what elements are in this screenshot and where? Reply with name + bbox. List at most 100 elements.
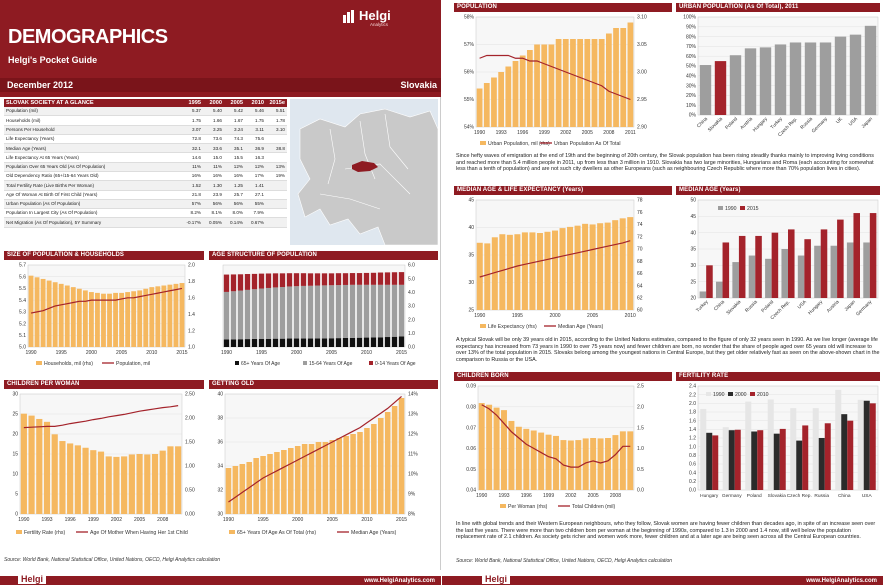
logo-bars-icon <box>343 10 354 23</box>
footer-right: Helgi www.HelgiAnalytics.com <box>442 570 883 585</box>
stack-2-2003 <box>314 273 321 286</box>
footer-logo: Helgi <box>482 574 511 584</box>
glance-value: 72.8 <box>192 136 201 142</box>
stack-0-2011 <box>370 337 377 347</box>
glance-value: 0.67% <box>250 219 264 225</box>
x-tick: 2002 <box>565 493 576 499</box>
chart-urban: 0% 10% 20% 30% 40% 50% 60% 70% 80% 90% 100% ChinaSl… <box>683 15 879 138</box>
y-axis-tick: 0.6 <box>689 462 696 468</box>
x-tick: Hungary <box>700 493 719 499</box>
x-tick: 1996 <box>521 493 532 499</box>
section-fertility: FERTILITY RATE <box>676 372 880 381</box>
y-axis-tick: 32 <box>217 488 223 494</box>
x-tick: China <box>696 116 709 129</box>
y2-axis-tick: 70 <box>637 247 643 253</box>
bar-Germany-1990 <box>722 427 729 490</box>
x-tick: 2005 <box>326 350 337 356</box>
bar-1993 <box>498 72 505 127</box>
bar-Russia <box>804 42 817 116</box>
bar-Turkey-2015 <box>706 265 713 298</box>
chart-older: 30 32 34 36 38 40 8% 9% 10% 11% 12% 13% 14% 1990 1995 2… <box>217 392 419 536</box>
section-older: GETTING OLD <box>209 380 438 389</box>
bar-2003 <box>107 293 112 347</box>
bar-1992 <box>40 278 46 347</box>
bar-2003 <box>315 442 322 514</box>
bar-1990 <box>20 413 27 514</box>
glance-label: Total Fertility Rate (Live Births Per Wo… <box>6 182 94 188</box>
bar-1995 <box>515 426 522 490</box>
bar-Germany-2010 <box>734 429 741 490</box>
legend-label: 0-14 Years Of Age <box>375 361 416 367</box>
y2-axis-tick: 3.10 <box>637 15 647 21</box>
stack-0-2010 <box>363 337 370 347</box>
bar-China-2015 <box>722 242 730 298</box>
y2-axis-tick: 2.90 <box>637 125 647 131</box>
glance-label: Persons Per Household <box>6 126 55 132</box>
bar-Hungary-2000 <box>706 432 713 490</box>
y-axis-tick: 6.0 <box>408 263 415 269</box>
glance-value: 1.78 <box>276 117 285 123</box>
bar-2003 <box>574 225 581 310</box>
x-tick: 1990 <box>474 313 485 319</box>
legend-label: Fertility Rate (rhs) <box>24 530 65 536</box>
stack-1-2008 <box>349 284 356 338</box>
y-axis-tick: 55% <box>464 97 475 103</box>
glance-row: Population In Largest City (As Of Popula… <box>4 208 287 218</box>
bar-1991 <box>232 466 239 514</box>
y-axis-tick: 25 <box>690 279 696 285</box>
bar-USA-2015 <box>804 239 811 298</box>
footer-url[interactable]: www.HelgiAnalytics.com <box>806 578 877 584</box>
x-tick: 1990 <box>221 350 232 356</box>
stack-0-1995 <box>258 338 265 347</box>
bar-2006 <box>597 223 604 310</box>
y-axis-tick: 0.0 <box>408 345 415 351</box>
y-axis-tick: 30 <box>468 280 474 286</box>
glance-value: 8.1% <box>211 210 222 216</box>
legend-swatch <box>480 324 486 328</box>
series-line <box>481 404 631 468</box>
y-axis-tick: 5.6 <box>19 274 26 280</box>
bar-2009 <box>357 432 363 514</box>
y2-axis-tick: 1.0 <box>188 345 195 351</box>
bar-Germany-2000 <box>728 430 735 490</box>
bar-1995 <box>59 441 66 514</box>
y2-axis-tick: 1.8 <box>188 279 195 285</box>
stack-0-1992 <box>237 339 244 347</box>
glance-row: Life Expectancy At 65 Years (Years) 14.6 1… <box>4 152 287 163</box>
y-axis-tick: 60% <box>686 54 697 60</box>
legend-swatch <box>740 206 745 210</box>
bar-2010 <box>149 287 155 347</box>
x-tick: 1995 <box>256 350 267 356</box>
source-right: Source: World Bank, National Statistical… <box>456 558 673 564</box>
footer-url[interactable]: www.HelgiAnalytics.com <box>364 578 435 584</box>
y2-axis-tick: 0.00 <box>185 512 195 518</box>
x-tick: 1993 <box>41 517 52 523</box>
bar-1993 <box>43 421 51 514</box>
bar-2002 <box>308 444 315 514</box>
bar-1992 <box>239 464 246 514</box>
bar-2011 <box>627 22 634 127</box>
y-axis-tick: 38 <box>217 416 223 422</box>
bar-1999 <box>288 448 294 514</box>
section-children: CHILDREN PER WOMAN <box>4 380 204 389</box>
glance-value: 8.0% <box>232 210 243 216</box>
bar-2009 <box>143 288 149 347</box>
y-axis-tick: 5.0 <box>19 345 26 351</box>
y2-axis-tick: 1.6 <box>188 296 195 302</box>
stack-0-2009 <box>356 337 363 347</box>
stack-1-2014 <box>391 284 398 337</box>
stack-1-1996 <box>265 287 272 339</box>
bar-1997 <box>526 50 533 127</box>
glance-label: Median Age (Years) <box>6 145 47 151</box>
y2-axis-tick: 13% <box>408 412 419 418</box>
y2-axis-tick: 60 <box>637 308 643 314</box>
chart-size: 5.0 5.1 5.2 5.3 5.4 5.5 5.6 5.7 1.0 1.2 1.4 1.6 1.8 2… <box>19 263 195 367</box>
bar-1995 <box>260 456 266 514</box>
y2-axis-tick: 0.0 <box>637 488 644 494</box>
stack-2-2011 <box>370 272 377 285</box>
bar-2011 <box>155 286 161 347</box>
bar-1990 <box>225 468 232 514</box>
legend-swatch <box>728 392 733 396</box>
stack-1-2005 <box>328 285 335 339</box>
y-axis-tick: 54% <box>464 125 475 131</box>
